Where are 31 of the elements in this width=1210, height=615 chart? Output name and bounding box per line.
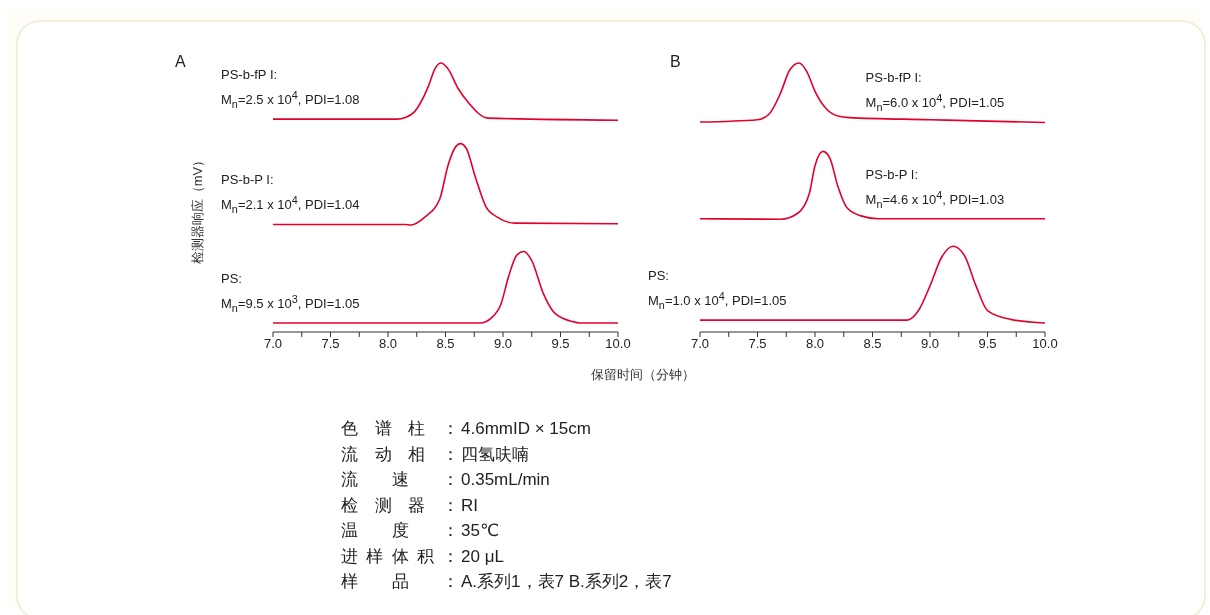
y-axis-title: 检测器响应（mV）	[189, 152, 206, 267]
x-tick-label: 8.5	[863, 336, 882, 352]
text: 进样体积：20 μL	[341, 545, 504, 568]
x-tick-label: 8.0	[805, 336, 825, 352]
x-tick-label: 9.5	[978, 336, 997, 352]
x-axis-title: 保留时间（分钟）	[590, 366, 696, 384]
x-tick-label: 9.5	[551, 336, 570, 352]
chart-title: A	[175, 53, 186, 71]
text: 样品：A.系列1，表7 B.系列2，表7	[341, 571, 672, 593]
x-tick-label: 9.0	[493, 336, 513, 352]
x-tick-label: 7.0	[263, 336, 283, 352]
series-label: PS: M$_{n}$=9.5 x 10$^{3}$, PDI=1.05	[221, 270, 360, 316]
x-tick-label: 7.0	[690, 336, 710, 352]
x-tick-label: 7.5	[748, 336, 767, 352]
series-label: PS: M$_{n}$=1.0 x 10$^{4}$, PDI=1.05	[648, 267, 787, 314]
text: 色谱柱：4.6mmID × 15cm	[341, 418, 591, 440]
series-label: PS-b-P I: M$_{n}$=2.1 x 10$^{4}$, PDI=1.04	[221, 171, 360, 218]
series-label: PS-b-fP I: M$_{n}$=6.0 x 10$^{4}$, PDI=1.05	[865, 69, 1005, 115]
text: 温度：35℃	[341, 520, 500, 542]
x-tick-label: 10.0	[605, 336, 631, 352]
series-label: PS-b-fP I: M$_{n}$=2.5 x 10$^{4}$, PDI=1.08	[221, 66, 360, 113]
x-tick-label: 7.5	[321, 336, 340, 352]
x-tick-label: 8.5	[436, 336, 455, 352]
text: 流动相：四氢呋喃	[341, 443, 529, 466]
series-label: PS-b-P I: M$_{n}$=4.6 x 10$^{4}$, PDI=1.03	[865, 165, 1005, 212]
x-tick-label: 8.0	[378, 336, 398, 352]
text: 检测器：RI	[341, 494, 478, 517]
x-tick-label: 9.0	[920, 336, 940, 352]
x-tick-label: 10.0	[1032, 336, 1058, 352]
text: 流速：0.35mL/min	[341, 469, 550, 491]
chart-title: B	[670, 53, 681, 71]
